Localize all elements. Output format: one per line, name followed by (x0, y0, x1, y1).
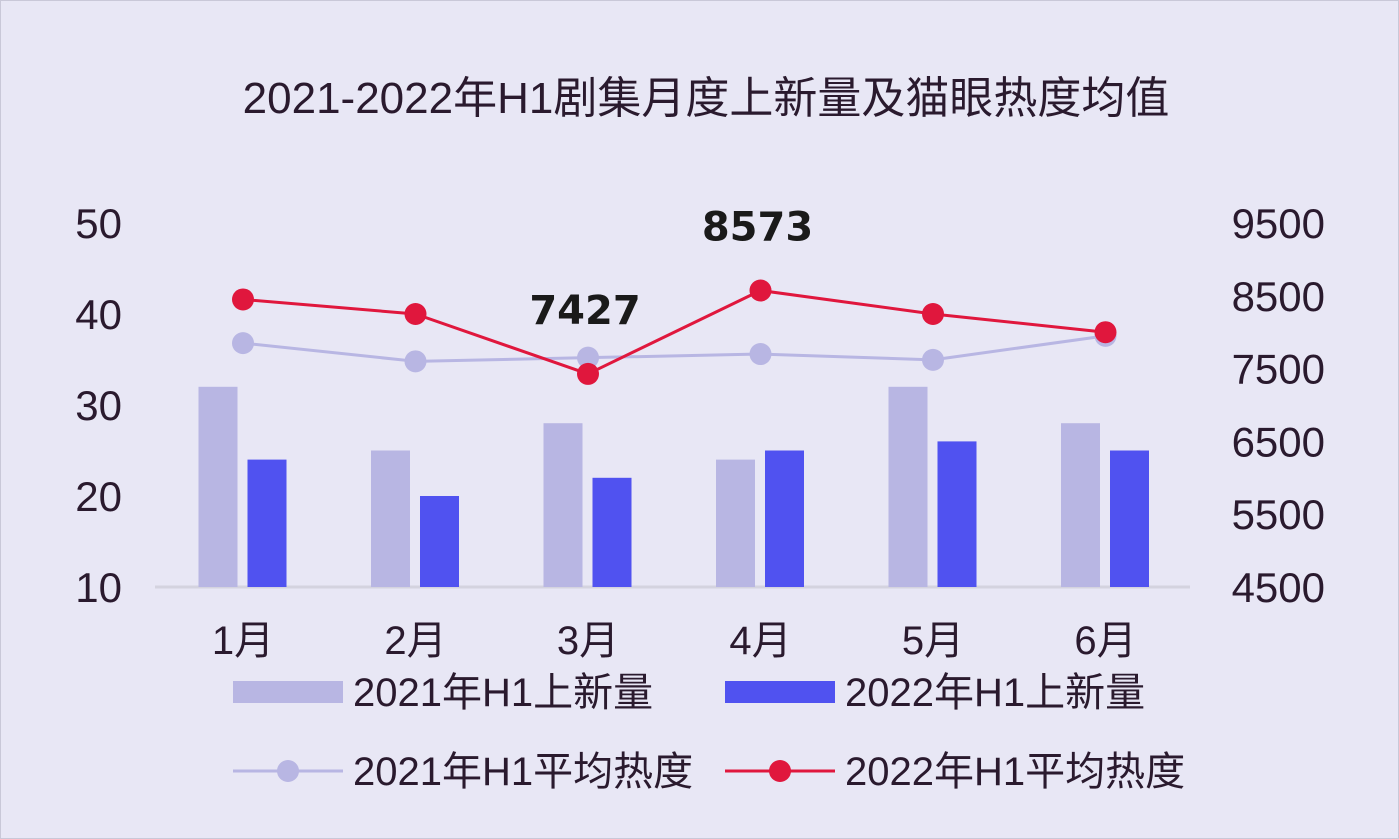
x-tick-label: 2月 (384, 619, 446, 663)
x-tick-label: 6月 (1074, 619, 1136, 663)
line-2022 (242, 288, 1106, 376)
y-right-tick-label: 6500 (1232, 418, 1325, 465)
line-point-2021 (922, 348, 944, 371)
legend-label: 2022年H1平均热度 (845, 750, 1185, 794)
x-tick-label: 3月 (557, 619, 619, 663)
legend-label: 2021年H1上新量 (353, 671, 653, 715)
legend-swatch-bar (725, 681, 835, 703)
bar-2022 (1110, 450, 1149, 587)
y-left-tick-label: 50 (75, 200, 122, 247)
line-point-2022 (232, 288, 254, 311)
y-left-axis: 50 40 30 20 10 (75, 200, 122, 611)
x-tick-label: 4月 (729, 619, 791, 663)
x-axis-labels: 1月 2月 3月 4月 5月 6月 (212, 619, 1137, 663)
x-tick-label: 1月 (212, 619, 274, 663)
line-point-2022 (404, 303, 427, 325)
y-right-tick-label: 7500 (1232, 346, 1325, 393)
y-right-axis: 9500 8500 7500 6500 5500 4500 (1232, 200, 1325, 611)
line-point-2022 (1094, 321, 1117, 344)
legend-swatch-bar (233, 681, 343, 703)
legend-label: 2022年H1上新量 (845, 671, 1145, 715)
bar-2021 (543, 423, 583, 587)
bar-2022 (937, 441, 977, 587)
line-point-2021 (749, 343, 772, 366)
line-point-2021 (404, 350, 427, 373)
y-left-tick-label: 30 (75, 382, 122, 429)
bar-2021 (1061, 423, 1100, 587)
line-point-2022 (577, 362, 599, 385)
bar-2022 (765, 450, 804, 587)
y-left-tick-label: 10 (75, 564, 122, 611)
bar-2022 (247, 459, 287, 587)
bar-2021 (371, 450, 410, 587)
y-right-tick-label: 4500 (1232, 564, 1325, 611)
line-point-2021 (577, 346, 599, 369)
bar-2022 (592, 477, 632, 587)
bar-2021 (716, 459, 755, 587)
y-left-tick-label: 20 (75, 473, 122, 520)
legend-label: 2021年H1平均热度 (353, 750, 693, 794)
chart-title: 2021-2022年H1剧集月度上新量及猫眼热度均值 (243, 74, 1170, 123)
line-2021 (242, 334, 1106, 363)
y-right-tick-label: 5500 (1232, 491, 1325, 538)
line-point-2022 (922, 303, 944, 325)
bar-2021 (888, 386, 928, 587)
y-left-tick-label: 40 (75, 291, 122, 338)
legend-swatch-marker (277, 760, 299, 782)
annotations: 7427 8573 (529, 204, 813, 333)
y-right-tick-label: 8500 (1232, 273, 1325, 320)
bars (198, 386, 1149, 587)
line-point-2021 (232, 332, 254, 355)
bar-2021 (198, 386, 238, 587)
line-point-2022 (749, 279, 772, 302)
x-tick-label: 5月 (902, 619, 964, 663)
y-right-tick-label: 9500 (1232, 200, 1325, 247)
data-label: 7427 (529, 288, 640, 334)
legend: 2021年H1上新量 2022年H1上新量 2021年H1平均热度 2022年H1平均… (233, 671, 1185, 794)
legend-swatch-marker (769, 760, 791, 782)
lines (232, 279, 1117, 385)
bar-2022 (420, 496, 459, 587)
data-label: 8573 (702, 204, 813, 250)
